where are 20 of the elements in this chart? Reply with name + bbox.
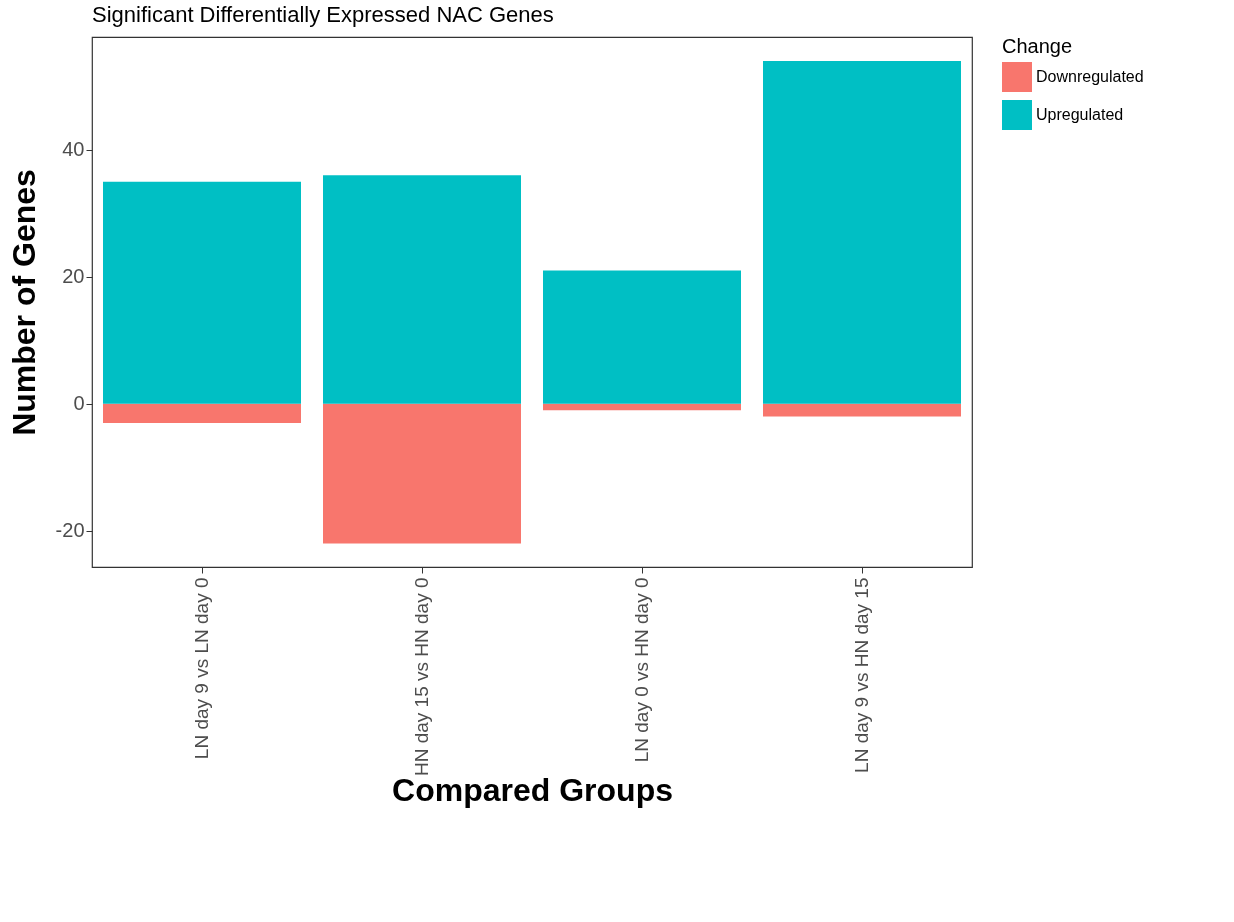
y-tick-label: 20	[62, 265, 85, 288]
legend-label: Downregulated	[1036, 68, 1144, 85]
y-tick-label: 0	[73, 392, 85, 415]
y-tick-label: 40	[62, 138, 85, 161]
chart-title: Significant Differentially Expressed NAC Genes	[92, 2, 554, 27]
bar	[103, 403, 301, 423]
bar	[543, 270, 741, 404]
y-axis-title: Number of Genes	[5, 169, 42, 436]
legend-label: Upregulated	[1036, 106, 1124, 123]
x-tick-label: LN day 9 vs LN day 0	[191, 577, 212, 760]
y-tick-label: -20	[55, 519, 85, 542]
bar	[543, 403, 741, 411]
bar	[103, 181, 301, 404]
x-tick-label: LN day 9 vs HN day 15	[851, 577, 872, 773]
bar	[323, 175, 521, 404]
bar	[323, 403, 521, 544]
x-tick-label: LN day 0 vs HN day 0	[631, 577, 652, 763]
bar	[763, 403, 961, 417]
legend-title: Change	[1002, 35, 1073, 57]
bar	[763, 61, 961, 404]
